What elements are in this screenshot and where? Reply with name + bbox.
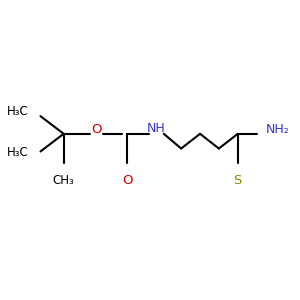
- Text: H₃C: H₃C: [7, 105, 29, 118]
- Text: O: O: [122, 174, 133, 187]
- Text: NH₂: NH₂: [265, 124, 289, 136]
- Text: S: S: [234, 174, 242, 187]
- Text: CH₃: CH₃: [53, 174, 74, 187]
- Text: H₃C: H₃C: [7, 146, 29, 159]
- Text: NH: NH: [147, 122, 166, 135]
- Text: O: O: [91, 124, 102, 136]
